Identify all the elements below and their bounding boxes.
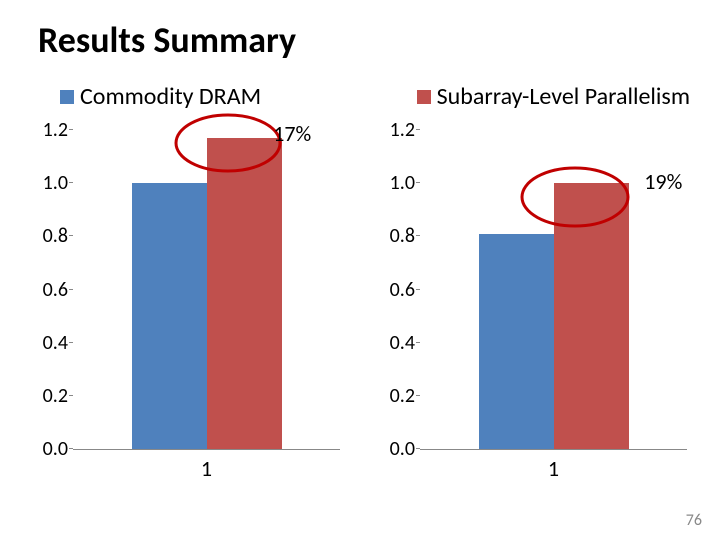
y-tick-mark	[69, 448, 73, 449]
y-tick-mark	[69, 129, 73, 130]
y-tick-label: 1.2	[28, 118, 68, 142]
plot-area-right: 19% 0.00.20.40.60.81.01.2	[420, 130, 687, 450]
y-tick-mark	[416, 289, 420, 290]
y-tick-mark	[416, 448, 420, 449]
x-axis-label-left: 1	[73, 455, 340, 482]
y-tick-label: 0.6	[375, 278, 415, 302]
y-tick-label: 0.4	[28, 331, 68, 355]
slide-title: Results Summary	[38, 18, 296, 62]
y-tick-label: 0.6	[28, 278, 68, 302]
legend-swatch-0	[60, 90, 74, 104]
legend-item-0: Commodity DRAM	[60, 82, 261, 111]
y-tick-label: 0.0	[375, 437, 415, 461]
y-tick-label: 0.2	[375, 384, 415, 408]
y-tick-label: 0.4	[375, 331, 415, 355]
charts-container: 17% 0.00.20.40.60.81.01.2 1 19% 0.00.20.…	[28, 120, 692, 490]
legend-item-1: Subarray-Level Parallelism	[417, 82, 690, 111]
y-tick-mark	[69, 182, 73, 183]
legend-label-0: Commodity DRAM	[80, 82, 261, 111]
legend-swatch-1	[417, 90, 431, 104]
y-tick-mark	[416, 182, 420, 183]
y-tick-mark	[69, 342, 73, 343]
bar-left-0	[132, 183, 207, 449]
y-tick-mark	[416, 235, 420, 236]
y-tick-mark	[69, 395, 73, 396]
chart-left: 17% 0.00.20.40.60.81.01.2 1	[28, 120, 345, 490]
plot-area-left: 17% 0.00.20.40.60.81.01.2	[73, 130, 340, 450]
page-number: 76	[686, 511, 702, 530]
y-tick-label: 1.2	[375, 118, 415, 142]
y-tick-label: 0.8	[28, 224, 68, 248]
y-tick-mark	[416, 342, 420, 343]
y-tick-mark	[416, 395, 420, 396]
y-tick-mark	[69, 289, 73, 290]
bar-left-1	[207, 138, 282, 449]
y-tick-label: 0.0	[28, 437, 68, 461]
x-axis-label-right: 1	[420, 455, 687, 482]
y-tick-mark	[416, 129, 420, 130]
chart-right: 19% 0.00.20.40.60.81.01.2 1	[375, 120, 692, 490]
chart-legend: Commodity DRAM Subarray-Level Parallelis…	[60, 82, 690, 111]
bars-left	[73, 130, 340, 449]
bar-right-1	[554, 183, 629, 449]
y-tick-mark	[69, 235, 73, 236]
y-tick-label: 0.2	[28, 384, 68, 408]
y-tick-label: 0.8	[375, 224, 415, 248]
y-tick-label: 1.0	[28, 171, 68, 195]
y-tick-label: 1.0	[375, 171, 415, 195]
bar-right-0	[479, 234, 554, 449]
bars-right	[420, 130, 687, 449]
legend-label-1: Subarray-Level Parallelism	[437, 82, 690, 111]
